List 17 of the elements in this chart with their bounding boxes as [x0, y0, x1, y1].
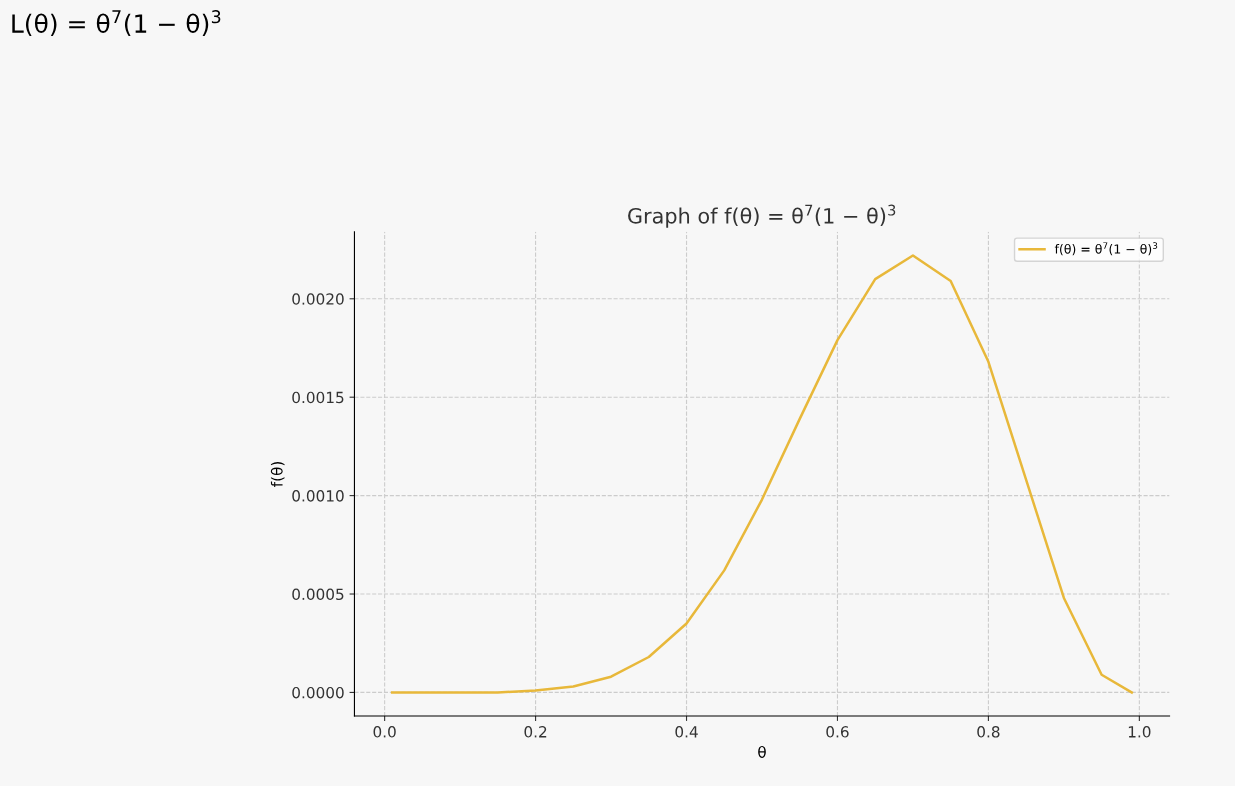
y-tick-label: 0.0015 [292, 391, 344, 404]
x-tick-label: 0.4 [675, 726, 698, 738]
x-tick-label: 0.0 [373, 726, 396, 738]
chart-title: Graph of f(θ) = θ$^{7}$(1 − θ)$^{3}$ [628, 204, 896, 228]
line-series [390, 254, 1134, 694]
y-tick-label: 0.0020 [292, 293, 344, 305]
text: L(θ) = θ$^{7}$(1 − θ)$^{3}$ [12, 10, 221, 36]
y-tick-label: 0.0000 [292, 686, 344, 699]
y-tick-label: 0.0005 [292, 588, 344, 601]
x-tick-label: 0.6 [826, 726, 849, 738]
y-axis-title: f(θ) [270, 461, 285, 487]
x-tick-label: 0.2 [524, 726, 547, 738]
legend-label: f(θ) = θ$^{7}$(1 − θ)$^{3}$ [1054, 242, 1158, 256]
x-axis-title: θ [758, 745, 766, 758]
y-tick-label: 0.0010 [292, 490, 344, 502]
x-tick-label: 0.8 [977, 726, 1000, 738]
x-tick-label: 1.0 [1128, 726, 1151, 738]
